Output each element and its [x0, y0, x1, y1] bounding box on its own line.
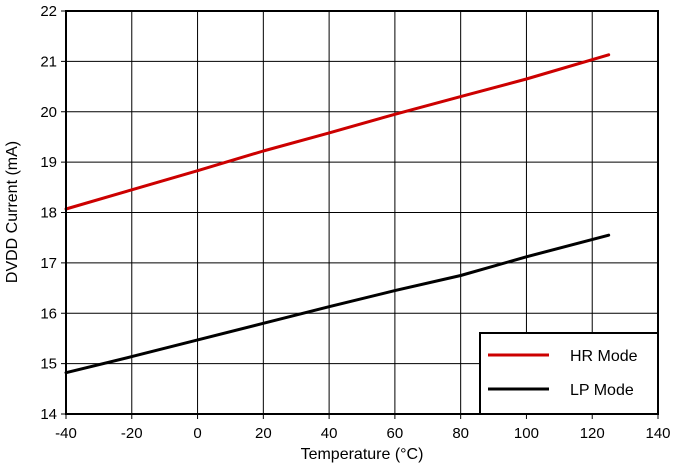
x-tick-label-20: 20 [255, 425, 272, 442]
x-axis-title: Temperature (°C) [301, 446, 424, 463]
legend-box [479, 332, 659, 415]
y-axis-ticks: 14 15 16 17 18 19 20 21 22 [40, 3, 66, 423]
x-tick-label-140: 140 [645, 425, 670, 442]
y-axis-title: DVDD Current (mA) [4, 141, 21, 283]
x-tick-label-120: 120 [580, 425, 605, 442]
y-tick-label-20: 20 [40, 104, 57, 121]
legend: HR Mode LP Mode [479, 332, 659, 415]
y-tick-label-17: 17 [40, 255, 57, 272]
y-tick-label-19: 19 [40, 154, 57, 171]
x-tick-label-60: 60 [387, 425, 404, 442]
x-tick-label-0: 0 [193, 425, 201, 442]
series-line-hr-mode [64, 53, 611, 211]
x-tick-label-40: 40 [321, 425, 338, 442]
x-tick-label-80: 80 [452, 425, 469, 442]
y-tick-label-16: 16 [40, 305, 57, 322]
y-tick-label-22: 22 [40, 3, 57, 20]
x-axis-ticks: -40 -20 0 20 40 60 80 100 120 140 [55, 414, 671, 442]
x-tick-label-100: 100 [514, 425, 539, 442]
series-layer [64, 53, 611, 375]
y-tick-label-15: 15 [40, 356, 57, 373]
x-tick-label-minus-20: -20 [121, 425, 143, 442]
x-tick-label-minus-40: -40 [55, 425, 77, 442]
y-tick-label-14: 14 [40, 406, 57, 423]
y-tick-label-18: 18 [40, 205, 57, 222]
series-line-lp-mode [64, 233, 611, 375]
legend-label-lp-mode: LP Mode [570, 382, 634, 399]
legend-label-hr-mode: HR Mode [570, 348, 638, 365]
y-tick-label-21: 21 [40, 53, 57, 70]
